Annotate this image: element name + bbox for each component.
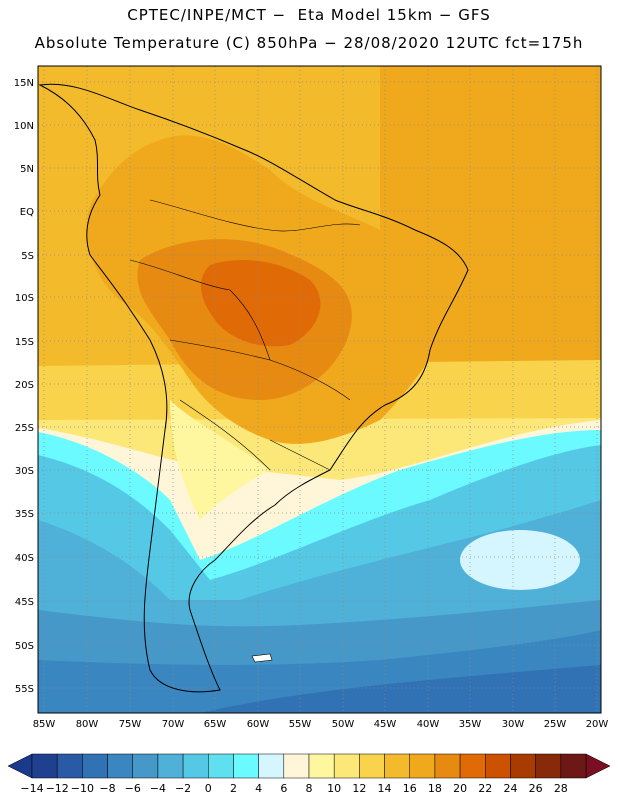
lat-label: 5N [20, 164, 34, 175]
colorbar-swatch [434, 753, 461, 779]
colorbar-swatch [459, 753, 486, 779]
lon-label: 25W [544, 719, 567, 730]
colorbar-swatch [283, 753, 310, 779]
lon-label: 85W [33, 719, 56, 730]
lon-label: 45W [374, 719, 397, 730]
colorbar-swatch [233, 753, 259, 779]
colorbar-over-arrow [585, 753, 611, 779]
colorbar-swatch [56, 753, 83, 779]
map-frame [37, 65, 602, 714]
colorbar-swatch [359, 753, 385, 779]
longitude-labels: 85W 80W 75W 70W 65W 60W 55W 50W 45W 40W … [33, 719, 609, 730]
colorbar-swatch [258, 753, 285, 779]
country-borders [129, 199, 361, 471]
colorbar-tick-label: 6 [280, 782, 287, 795]
colorbar-swatch [31, 753, 58, 779]
colorbar-tick-label: 8 [306, 782, 313, 795]
lon-label: 35W [459, 719, 482, 730]
lon-label: 20W [586, 719, 609, 730]
latitude-labels: 15N 10N 5N EQ 5S 10S 15S 20S 25S 30S 35S… [14, 78, 34, 695]
lon-label: 75W [119, 719, 142, 730]
lat-label: 10S [15, 293, 34, 304]
south-cool-field [170, 400, 270, 520]
colorbar-tick-label: 0 [205, 782, 212, 795]
lat-label: 25S [15, 423, 34, 434]
lat-label: 40S [15, 553, 34, 564]
lon-label: 60W [247, 719, 270, 730]
chart-title-line2: Absolute Temperature (C) 850hPa − 28/08/… [34, 34, 584, 52]
colorbar-tick-label: −2 [175, 782, 191, 795]
colorbar-tick-label: 18 [428, 782, 442, 795]
lon-label: 30W [502, 719, 525, 730]
colorbar-tick-label: 28 [554, 782, 568, 795]
colorbar-swatch [510, 753, 536, 779]
colorbar-swatch [384, 753, 410, 779]
lon-label: 55W [289, 719, 312, 730]
colorbar-swatch [308, 753, 335, 779]
colorbar-tick-label: 22 [478, 782, 492, 795]
colorbar-swatch [535, 753, 562, 779]
lon-label: 80W [76, 719, 99, 730]
lat-label: 50S [15, 641, 34, 652]
colorbar-tick-label: 26 [529, 782, 543, 795]
colorbar-tick-label: 20 [453, 782, 467, 795]
colorbar-tick-label: 4 [255, 782, 262, 795]
colorbar-tick-label: −6 [125, 782, 141, 795]
colorbar-tick-label: 10 [327, 782, 341, 795]
lat-label: EQ [20, 207, 34, 218]
colorbar-tick-label: 12 [352, 782, 366, 795]
chart-title-line1: CPTEC/INPE/MCT − Eta Model 15km − GFS [127, 6, 491, 24]
lat-label: 5S [21, 251, 34, 262]
warm-eddy [460, 530, 580, 590]
colorbar-tick-label: 24 [503, 782, 517, 795]
falkland-islands [251, 653, 273, 663]
colorbar-tick-label: −4 [150, 782, 166, 795]
colorbar-tick-label: −10 [71, 782, 94, 795]
colorbar-tick-label: 2 [230, 782, 237, 795]
south-america-coastline [38, 83, 469, 693]
colorbar-under-arrow [7, 753, 33, 779]
lat-label: 15S [15, 337, 34, 348]
lat-label: 15N [14, 78, 34, 89]
lon-label: 40W [417, 719, 440, 730]
lat-label: 45S [15, 597, 34, 608]
hot-core [200, 260, 321, 347]
lon-label: 50W [332, 719, 355, 730]
lat-label: 30S [15, 466, 34, 477]
colorbar-tick-label: −12 [46, 782, 69, 795]
colorbar-swatch [157, 753, 184, 779]
colorbar-tick-label: −8 [99, 782, 115, 795]
colorbar-swatch [182, 753, 209, 779]
colorbar-tick-label: −14 [20, 782, 43, 795]
lon-label: 70W [162, 719, 185, 730]
colorbar-swatch [409, 753, 436, 779]
colorbar: −14 −12 −10 −8 −6 −4 −2 0 2 4 6 8 10 12 14 16 18 20 22 24 26… [7, 753, 611, 795]
lat-label: 20S [15, 380, 34, 391]
lat-label: 35S [15, 509, 34, 520]
lat-label: 10N [14, 121, 34, 132]
colorbar-swatch [107, 753, 133, 779]
lon-label: 65W [204, 719, 227, 730]
colorbar-swatch [560, 753, 587, 779]
coldest-band [200, 665, 601, 713]
lat-label: 55S [15, 684, 34, 695]
colorbar-swatch [208, 753, 234, 779]
colorbar-tick-label: 16 [403, 782, 417, 795]
colorbar-swatch [485, 753, 511, 779]
colorbar-swatch [82, 753, 108, 779]
map-field [38, 66, 601, 713]
colorbar-swatch [132, 753, 159, 779]
colorbar-tick-label: 14 [378, 782, 392, 795]
colorbar-swatch [333, 753, 360, 779]
